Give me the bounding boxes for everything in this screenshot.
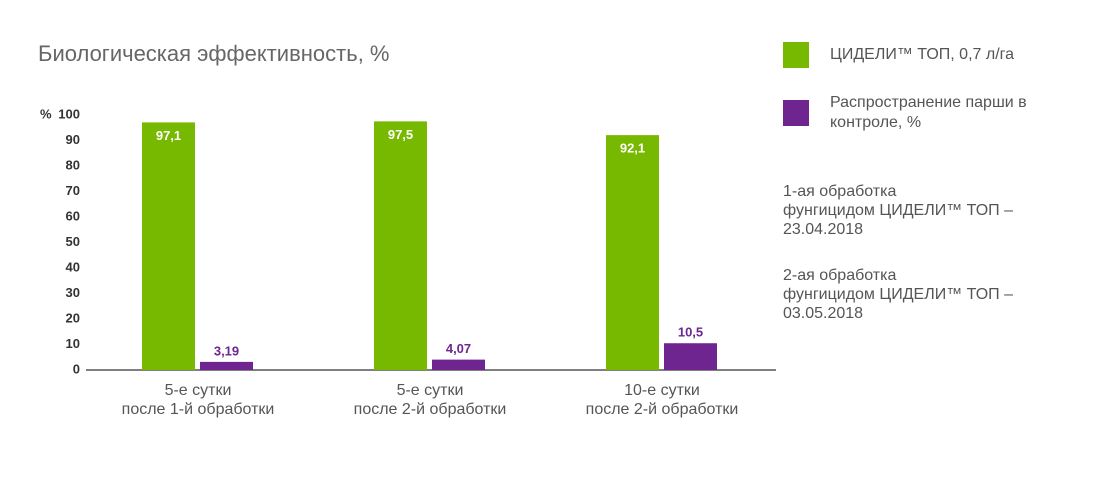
value-label: 97,1 [156, 128, 181, 143]
legend-label: Распространение парши в контроле, % [830, 94, 1027, 131]
value-label: 97,5 [388, 127, 413, 142]
value-label: 92,1 [620, 141, 645, 156]
value-label: 10,5 [678, 325, 703, 340]
legend-label: ЦИДЕЛИ™ ТОП, 0,7 л/га [830, 46, 1015, 63]
value-label: 3,19 [214, 343, 239, 358]
x-tick-label: 10-е сутки после 2-й обработки [585, 382, 739, 418]
note: 1-ая обработка фунгицидом ЦИДЕЛИ™ ТОП – … [783, 183, 1014, 238]
x-tick-label: 5-е сутки после 1-й обработки [121, 382, 275, 418]
bar [200, 361, 253, 370]
y-tick-label: 60 [66, 208, 80, 223]
y-tick-label: 30 [66, 285, 80, 300]
y-tick-label: 20 [66, 310, 80, 325]
y-tick-label: 0 [73, 361, 80, 376]
bar [664, 343, 717, 370]
chart-title: Биологическая эффективность, % [38, 41, 389, 66]
y-tick-label: 50 [66, 234, 80, 249]
y-tick-label: 90 [66, 132, 80, 147]
legend-swatch [783, 100, 809, 126]
y-axis-label: % [40, 106, 52, 121]
y-tick-label: 80 [66, 157, 80, 172]
y-tick-label: 100 [58, 106, 80, 121]
legend-swatch [783, 42, 809, 68]
bar [606, 135, 659, 370]
y-tick-label: 70 [66, 183, 80, 198]
note: 2-ая обработка фунгицидом ЦИДЕЛИ™ ТОП – … [783, 267, 1014, 322]
y-tick-label: 40 [66, 259, 80, 274]
x-tick-label: 5-е сутки после 2-й обработки [353, 382, 507, 418]
bar [432, 359, 485, 370]
y-tick-label: 10 [66, 336, 80, 351]
value-label: 4,07 [446, 341, 471, 356]
bar [142, 122, 195, 371]
bar [374, 121, 427, 370]
